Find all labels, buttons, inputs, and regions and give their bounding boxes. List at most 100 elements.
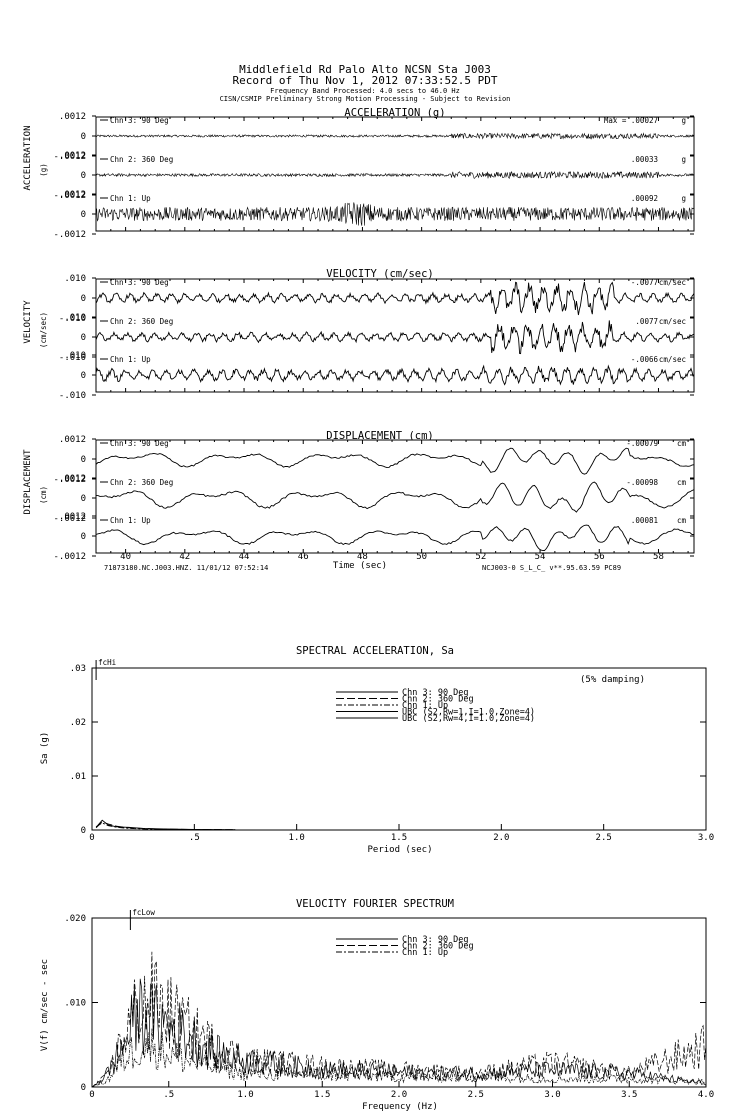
sa-title: SPECTRAL ACCELERATION, Sa	[296, 645, 454, 657]
waveform-vel-ch2	[95, 320, 695, 355]
y-tick-label: -.0012	[53, 475, 86, 485]
spectral-acceleration-chart: 0 .01 .02 .03 0 .5 1.0 1.5 2.0 2.5 3.0 fcHi Chn 3: 9…	[70, 658, 714, 843]
y-tick-label: .0012	[59, 112, 86, 122]
channel-name: Chn 3: 90 Deg	[110, 439, 169, 448]
channel-name: Chn 2: 360 Deg	[110, 155, 173, 164]
time-tick-label: 52	[475, 552, 486, 562]
plot-frame	[91, 667, 707, 831]
panel-frame	[95, 439, 695, 554]
channel-peak-unit: cm/sec	[659, 355, 686, 364]
header-line-3: Frequency Band Processed: 4.0 secs to 46…	[270, 87, 460, 95]
x-tick-label: 1.5	[314, 1090, 330, 1100]
y-tick-label: -.0012	[53, 230, 86, 240]
channel-peak-value: .0077	[635, 317, 658, 326]
legend-entry: Chn 2: 360 Deg	[402, 942, 474, 952]
displacement-unit-label: (cm)	[39, 486, 48, 504]
time-tick-label: 48	[357, 552, 368, 562]
time-tick-label: 40	[120, 552, 131, 562]
channel-peak-unit: cm	[677, 478, 687, 487]
waveform-vel-ch3	[95, 281, 695, 316]
channel-peak-unit: g	[681, 116, 686, 125]
y-tick-label: 0	[81, 132, 86, 142]
channel-peak-value: .00081	[631, 516, 658, 525]
channel-peak-unit: cm/sec	[659, 317, 686, 326]
y-tick-label: .010	[64, 351, 86, 361]
channel-peak-value: -.0077	[631, 278, 658, 287]
legend-entry: Chn 1: Up	[402, 948, 448, 958]
waveform-dis-ch1	[95, 524, 695, 551]
waveform-acc-ch3	[95, 132, 695, 140]
y-tick-label: .03	[70, 664, 86, 674]
y-tick-label: 0	[81, 494, 86, 504]
displacement-title: DISPLACEMENT (cm)	[326, 430, 433, 442]
time-tick-label: 58	[653, 552, 664, 562]
channel-name: Chn 3: 90 Deg	[110, 116, 169, 125]
channel-peak-value: -.00079	[626, 439, 658, 448]
legend-entry: Chn 3: 90 Deg	[402, 688, 469, 698]
sa-xlabel: Period (sec)	[367, 845, 432, 855]
y-tick-label: -.010	[59, 353, 86, 363]
legend-entry: Chn 3: 90 Deg	[402, 935, 469, 945]
y-tick-label: -.0012	[53, 191, 86, 201]
series-line	[95, 819, 236, 831]
series-line	[91, 978, 707, 1088]
fourier-xlabel: Frequency (Hz)	[362, 1102, 438, 1112]
y-tick-label: .010	[64, 999, 86, 1009]
y-tick-label: 0	[81, 826, 86, 836]
y-tick-label: .0012	[59, 151, 86, 161]
y-tick-label: .0012	[59, 435, 86, 445]
series-line	[91, 951, 707, 1088]
footer-left: 71873180.NC.J003.HNZ. 11/01/12 07:52:14	[104, 564, 268, 572]
series-line	[95, 822, 236, 831]
y-tick-label: 0	[81, 171, 86, 181]
y-tick-label: .0012	[59, 190, 86, 200]
x-tick-label: 0	[89, 833, 94, 843]
acceleration-panel: .0012 0 -.0012 Chn 3: 90 Deg Max = .00027 g .0…	[53, 112, 695, 240]
time-tick-label: 44	[239, 552, 250, 562]
sa-damping-note: (5% damping)	[580, 675, 645, 685]
y-tick-label: 0	[81, 294, 86, 304]
y-tick-label: 0	[81, 210, 86, 220]
time-tick-label: 42	[179, 552, 190, 562]
channel-peak-value: -.0066	[631, 355, 659, 364]
x-tick-label: 0	[89, 1090, 94, 1100]
channel-peak-unit: g	[681, 155, 686, 164]
time-axis-label: Time (sec)	[333, 561, 387, 571]
time-tick-label: 54	[535, 552, 546, 562]
cutoff-marker-label: fcLow	[132, 908, 155, 917]
displacement-panel: .0012 0 -.0012 Chn 3: 90 Deg -.00079 cm .0012 0…	[53, 435, 695, 562]
y-tick-label: .0012	[59, 512, 86, 522]
x-tick-label: 2.5	[596, 833, 612, 843]
y-tick-label: .020	[64, 914, 86, 924]
header-line-1: Middlefield Rd Palo Alto NCSN Sta J003	[239, 63, 491, 76]
accel-side-label: ACCELERATION	[23, 125, 33, 190]
channel-peak-value: .00033	[631, 155, 658, 164]
legend-entry: Chn 1: Up	[402, 701, 448, 711]
y-tick-label: 0	[81, 371, 86, 381]
y-tick-label: -.010	[59, 391, 86, 401]
channel-name: Chn 3: 90 Deg	[110, 278, 169, 287]
legend-entry: UBC (S2,Rw=4,I=1.0,Zone=4)	[402, 714, 535, 724]
channel-peak-unit: cm	[677, 516, 687, 525]
y-tick-label: .0012	[59, 474, 86, 484]
x-tick-label: .5	[163, 1090, 174, 1100]
x-tick-label: 3.0	[544, 1090, 560, 1100]
y-tick-label: .010	[64, 313, 86, 323]
x-tick-label: 3.0	[698, 833, 714, 843]
channel-name: Chn 1: Up	[110, 516, 151, 525]
velocity-title: VELOCITY (cm/sec)	[326, 268, 433, 280]
x-tick-label: .5	[189, 833, 200, 843]
fourier-title: VELOCITY FOURIER SPECTRUM	[296, 898, 454, 910]
displacement-side-label: DISPLACEMENT	[23, 449, 33, 515]
waveform-vel-ch1	[95, 364, 695, 386]
legend-entry: Chn 2: 360 Deg	[402, 695, 474, 705]
y-tick-label: -.0012	[53, 514, 86, 524]
velocity-fourier-spectrum-chart: 0 .010 .020 0 .5 1.0 1.5 2.0 2.5 3.0 3.5 4.0 fcLow Ch…	[64, 908, 714, 1100]
channel-peak-unit: cm	[677, 439, 687, 448]
channel-peak-value: .00092	[631, 194, 658, 203]
footer-right: NCJ003-0 S_L_C_ v**.95.63.59 PC89	[482, 564, 621, 572]
x-tick-label: 3.5	[621, 1090, 637, 1100]
velocity-side-label: VELOCITY	[23, 300, 33, 344]
waveform-acc-ch1	[95, 202, 695, 226]
